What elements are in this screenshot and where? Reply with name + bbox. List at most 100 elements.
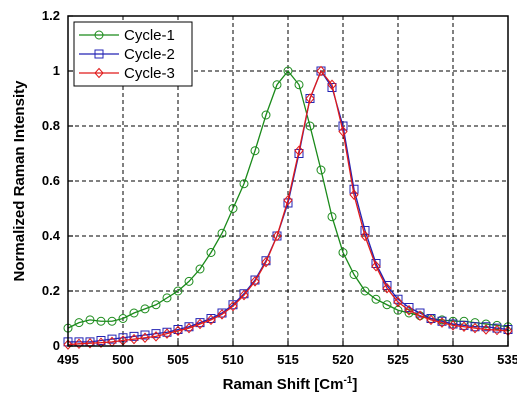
data-point — [96, 336, 106, 345]
data-point — [349, 189, 359, 201]
x-axis-title-main: Raman Shift [Cm — [223, 376, 344, 393]
y-tick-label: 0.8 — [42, 118, 60, 133]
data-point — [85, 337, 95, 349]
data-point — [360, 230, 370, 242]
y-tick-label: 1 — [53, 63, 60, 78]
data-point — [316, 65, 326, 77]
x-axis-title-superscript: -1 — [343, 375, 352, 386]
series-cycle-3 — [63, 65, 513, 350]
data-point — [294, 80, 304, 90]
data-point — [151, 331, 161, 342]
data-point — [305, 93, 315, 104]
data-point — [217, 228, 227, 238]
data-point — [228, 204, 238, 213]
data-point — [107, 334, 117, 344]
data-point — [217, 309, 227, 320]
data-point — [283, 66, 293, 76]
x-tick-label: 510 — [222, 352, 244, 367]
data-point — [382, 300, 392, 310]
data-point — [437, 317, 447, 328]
legend-swatch-marker — [94, 49, 104, 59]
legend-label: Cycle-3 — [124, 65, 175, 82]
x-tick-label: 495 — [57, 352, 79, 367]
data-point — [140, 330, 150, 340]
data-point — [470, 322, 480, 334]
legend-label: Cycle-2 — [124, 46, 175, 63]
data-point — [327, 83, 337, 92]
data-point — [228, 300, 238, 310]
x-tick-label: 520 — [332, 352, 354, 367]
data-point — [327, 212, 337, 222]
data-point — [481, 324, 491, 335]
y-tick-label: 0.6 — [42, 173, 60, 188]
data-point — [74, 318, 84, 328]
data-point — [140, 304, 150, 314]
data-point — [184, 322, 194, 334]
data-point — [338, 126, 348, 137]
data-point — [184, 276, 194, 286]
data-point — [261, 256, 271, 268]
x-axis-title-end: ] — [352, 376, 357, 393]
data-point — [151, 300, 161, 310]
data-point — [360, 286, 370, 296]
data-point — [195, 318, 205, 330]
data-point — [140, 332, 150, 344]
data-point — [173, 325, 183, 337]
x-tick-label: 535 — [497, 352, 517, 367]
data-point — [305, 121, 315, 131]
data-point — [371, 294, 381, 304]
y-tick-label: 0.2 — [42, 283, 60, 298]
ticks: 495 500 505 510 515 520 525 530 535 0 0.2 0.4 0.6 0.8… — [42, 8, 517, 367]
data-point — [239, 179, 249, 189]
data-point — [470, 322, 480, 332]
data-point — [448, 320, 458, 331]
legend-label: Cycle-1 — [124, 27, 175, 44]
data-point — [404, 304, 414, 316]
data-point — [239, 289, 249, 299]
data-point — [404, 308, 414, 318]
data-point — [85, 315, 95, 325]
x-tick-label: 505 — [167, 352, 189, 367]
data-point — [129, 331, 139, 341]
data-point — [349, 270, 359, 279]
x-tick-label: 530 — [442, 352, 464, 367]
legend-swatch-marker — [94, 30, 104, 40]
data-point — [118, 314, 128, 323]
data-point — [272, 230, 282, 242]
data-point — [162, 328, 172, 339]
data-point — [382, 282, 392, 294]
data-point — [459, 321, 469, 333]
x-tick-label: 500 — [112, 352, 134, 367]
data-point — [173, 286, 183, 296]
data-point — [261, 256, 271, 266]
data-point — [250, 276, 260, 287]
data-point — [492, 323, 502, 333]
data-point — [492, 324, 502, 336]
data-point — [129, 333, 139, 345]
data-point — [327, 79, 337, 91]
data-point — [206, 248, 216, 257]
data-point — [151, 329, 161, 339]
data-point — [272, 80, 282, 90]
data-point — [107, 316, 117, 326]
data-point — [481, 322, 491, 332]
data-point — [129, 308, 139, 318]
data-point — [316, 165, 326, 175]
data-point — [239, 289, 249, 301]
data-point — [371, 260, 381, 272]
x-tick-label: 525 — [387, 352, 409, 367]
data-point — [206, 314, 216, 326]
data-point — [338, 248, 348, 257]
data-point — [96, 337, 106, 348]
y-tick-label: 0 — [53, 338, 60, 353]
data-point — [283, 194, 293, 206]
data-point — [250, 146, 260, 156]
x-axis-title: Raman Shift [Cm-1] — [223, 375, 358, 393]
data-point — [195, 264, 205, 274]
y-axis-title: Normalized Raman Intensity — [11, 80, 28, 282]
data-point — [96, 316, 106, 326]
data-point — [63, 339, 73, 350]
data-point — [250, 275, 260, 285]
